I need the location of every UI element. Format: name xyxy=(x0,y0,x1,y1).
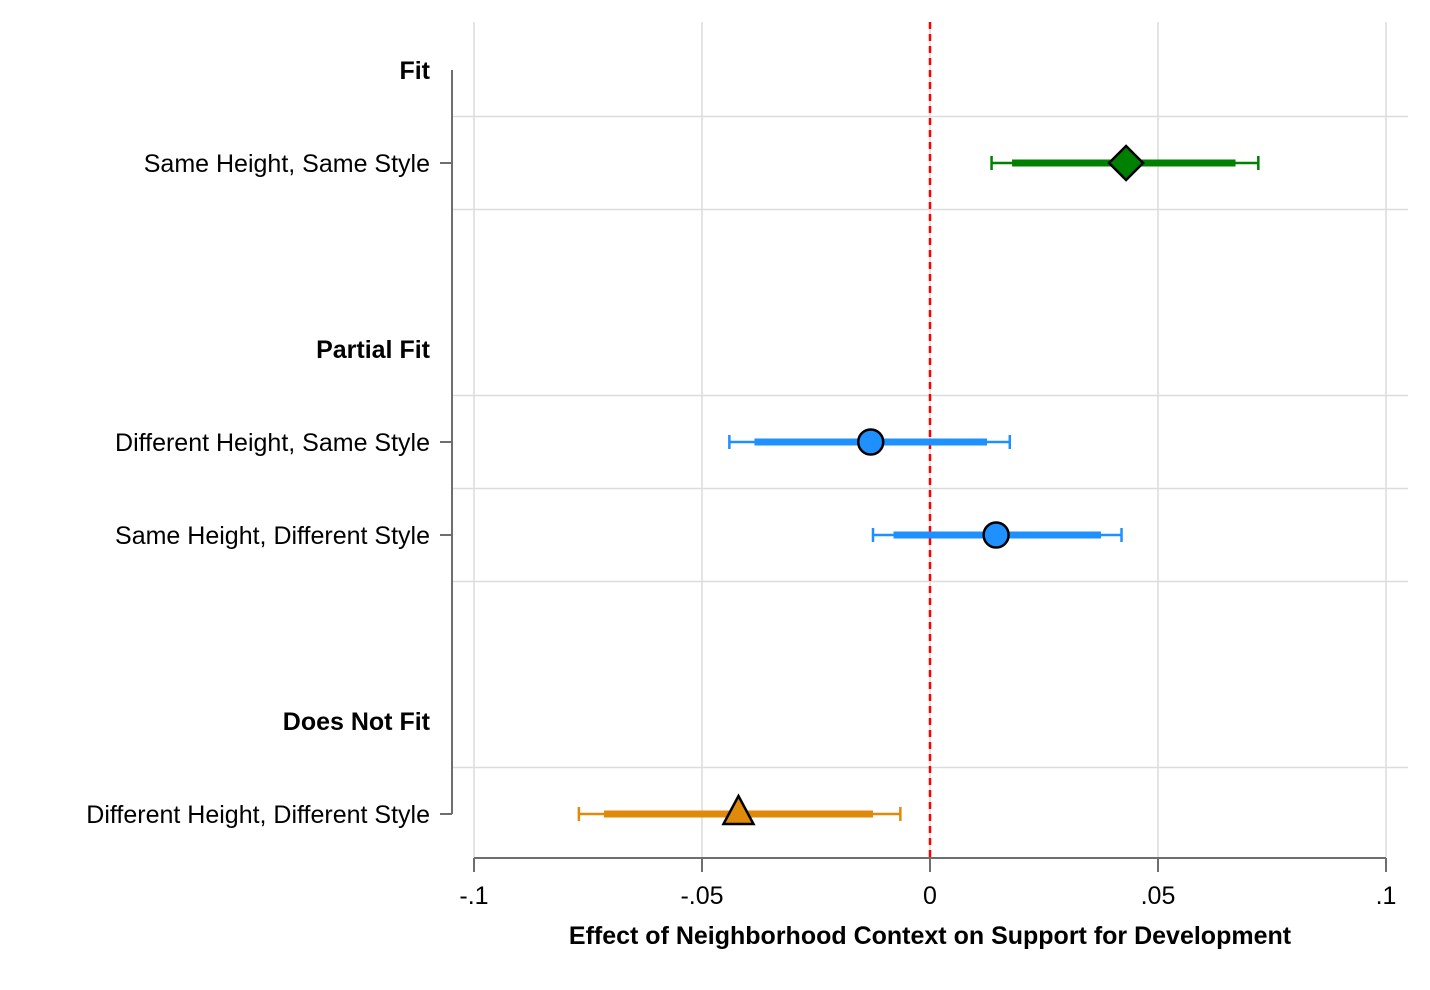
point-estimate-diamond xyxy=(1107,144,1145,182)
category-label: Different Height, Different Style xyxy=(86,801,430,829)
grid-layer xyxy=(452,22,1408,858)
category-label: Same Height, Different Style xyxy=(115,522,430,550)
point-estimate-circle xyxy=(856,428,885,456)
marks-layer xyxy=(577,144,1260,826)
category-label: Same Height, Same Style xyxy=(144,150,430,178)
x-tick-label: .05 xyxy=(1141,882,1176,910)
x-tick-label: -.05 xyxy=(680,882,723,910)
x-tick-label: .1 xyxy=(1376,882,1397,910)
category-label: Different Height, Same Style xyxy=(115,429,430,457)
label-layer: Fit Same Height, Same Style Partial Fit Dif… xyxy=(86,57,430,829)
x-tick-label: -.1 xyxy=(459,882,488,910)
point-estimate-circle xyxy=(982,521,1010,549)
axis-layer: -.1 -.05 0 .05 .1 xyxy=(440,70,1396,910)
group-label: Partial Fit xyxy=(316,336,431,364)
x-axis-title: Effect of Neighborhood Context on Suppor… xyxy=(569,922,1292,950)
group-label: Does Not Fit xyxy=(283,708,431,736)
group-label: Fit xyxy=(399,57,430,85)
x-tick-label: 0 xyxy=(923,882,937,910)
point-estimate-triangle xyxy=(721,793,756,826)
